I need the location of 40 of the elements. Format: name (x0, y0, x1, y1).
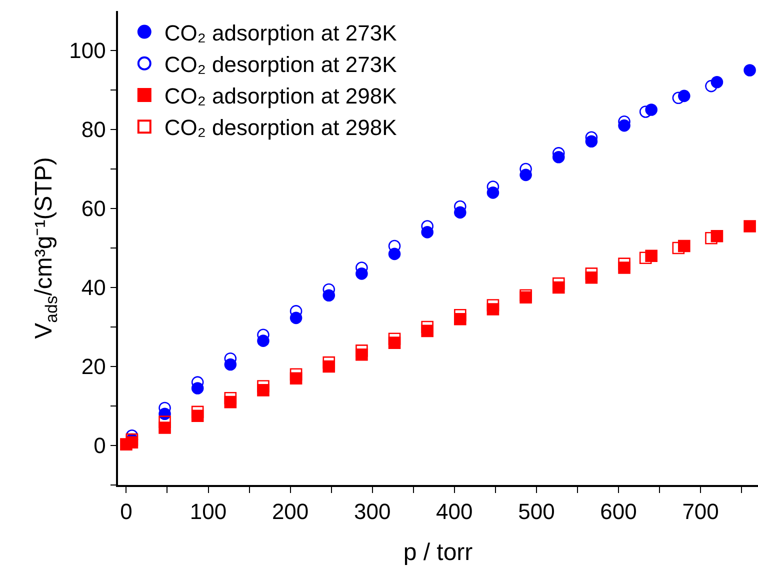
x-tick-label: 200 (272, 499, 309, 524)
x-axis-title: p / torr (403, 538, 473, 566)
y-tick-label: 20 (81, 354, 106, 380)
x-tick-label: 100 (190, 499, 227, 524)
point (744, 220, 756, 232)
legend-label: CO₂ desorption at 298K (164, 115, 398, 140)
point (388, 332, 401, 345)
point (224, 392, 237, 404)
y-tick-label: 0 (94, 433, 106, 458)
x-tick-label: 700 (682, 499, 719, 524)
point (290, 368, 302, 381)
y-tick-label: 60 (81, 196, 106, 222)
y-tick-label: 80 (81, 117, 106, 142)
legend-label: CO₂ adsorption at 273K (164, 20, 398, 46)
x-tick-label: 300 (354, 499, 391, 524)
point (672, 242, 685, 254)
point (705, 80, 718, 92)
x-tick-label: 500 (518, 499, 555, 524)
x-tick-label: 0 (120, 499, 132, 524)
point (158, 416, 171, 428)
point (639, 106, 652, 118)
point (486, 299, 500, 312)
x-tick-label: 400 (436, 499, 473, 524)
point (618, 258, 630, 270)
point (639, 252, 652, 264)
point (191, 406, 204, 418)
point (322, 356, 336, 369)
x-tick-label: 600 (600, 499, 637, 524)
point (585, 268, 598, 280)
y-tick-label: 100 (69, 38, 106, 64)
point (454, 309, 466, 322)
legend-label: CO₂ adsorption at 298K (164, 84, 398, 109)
point (421, 320, 434, 334)
legend-label: CO₂ desorption at 273K (164, 52, 398, 77)
point (744, 64, 756, 76)
point (257, 380, 270, 392)
y-tick-label: 40 (81, 275, 106, 300)
point (705, 232, 718, 244)
point (552, 277, 565, 290)
point (356, 344, 368, 357)
